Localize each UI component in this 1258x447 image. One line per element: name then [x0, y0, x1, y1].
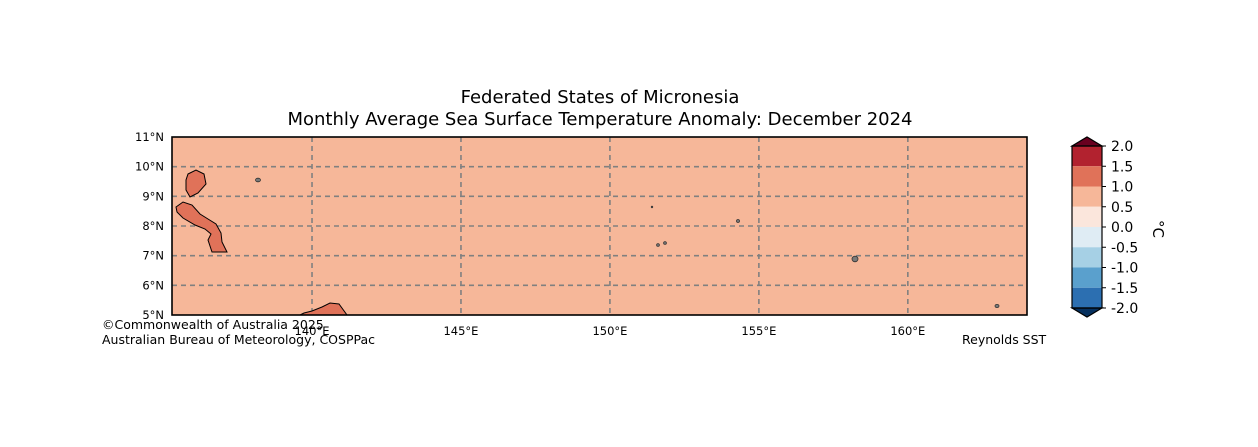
latitude-label: 7°N	[142, 249, 164, 263]
credit-copyright: ©Commonwealth of Australia 2025	[102, 317, 324, 332]
colorbar-bin	[1072, 227, 1102, 248]
colorbar-under-extension	[1069, 307, 1105, 318]
colorbar-over-extension	[1069, 136, 1105, 147]
colorbar-bin	[1072, 206, 1102, 227]
island-pohnpei	[851, 255, 859, 263]
colorbar-tick-label: 0.5	[1111, 200, 1133, 216]
longitude-label: 140°E	[295, 324, 330, 338]
latitude-label: 8°N	[142, 219, 164, 233]
longitude-label: 160°E	[890, 324, 925, 338]
warm-anomaly-patch-south	[299, 302, 348, 316]
colorbar-bin	[1072, 287, 1102, 308]
credit-agency: Australian Bureau of Meteorology, COSPPa…	[102, 332, 375, 347]
island-chuuk-1	[656, 243, 660, 247]
colorbar-tick-label: 1.0	[1111, 180, 1133, 196]
colorbar-unit-label: °C	[1149, 220, 1167, 238]
colorbar-bin	[1072, 166, 1102, 187]
island-east-1	[650, 205, 654, 209]
map-title-line-1: Federated States of Micronesia	[460, 87, 740, 108]
colorbar-tick-label: 2.0	[1111, 139, 1133, 155]
island-chuuk-2	[663, 241, 667, 245]
island-east-2	[736, 219, 740, 223]
land-features	[175, 169, 1000, 316]
colorbar	[1069, 136, 1105, 318]
colorbar-tick-label: -1.0	[1111, 261, 1138, 277]
warm-anomaly-patch-west	[175, 201, 228, 253]
colorbar-tick-label: -0.5	[1111, 240, 1138, 256]
map-title-line-2: Monthly Average Sea Surface Temperature …	[287, 109, 913, 130]
island-ngulu	[255, 177, 261, 183]
latitude-label: 5°N	[142, 308, 164, 322]
latitude-label: 6°N	[142, 278, 164, 292]
graticule	[172, 137, 1027, 315]
longitude-label: 145°E	[443, 324, 478, 338]
warm-anomaly-patch-north	[185, 169, 207, 198]
map-frame	[171, 136, 1028, 316]
colorbar-bin	[1072, 146, 1102, 167]
latitude-label: 9°N	[142, 189, 164, 203]
colorbar-tick-label: 1.5	[1111, 159, 1133, 175]
colorbar-bin	[1072, 267, 1102, 288]
colorbar-tick-labels: 2.0 1.5 1.0 0.5 0.0 -0.5 -1.0 -1.5 -2.0	[1102, 139, 1138, 317]
latitude-labels: 11°N 10°N 9°N 8°N 7°N 6°N 5°N	[135, 130, 164, 322]
credit-dataset: Reynolds SST	[962, 332, 1047, 347]
longitude-labels: 140°E 145°E 150°E 155°E 160°E	[295, 324, 926, 338]
colorbar-tick-label: -1.5	[1111, 281, 1138, 297]
island-kosrae	[994, 303, 1000, 308]
colorbar-bin	[1072, 247, 1102, 268]
colorbar-bin	[1072, 186, 1102, 207]
latitude-label: 11°N	[135, 130, 164, 144]
longitude-label: 150°E	[592, 324, 627, 338]
latitude-label: 10°N	[135, 160, 164, 174]
colorbar-tick-label: 0.0	[1111, 220, 1133, 236]
colorbar-tick-label: -2.0	[1111, 301, 1138, 317]
longitude-label: 155°E	[741, 324, 776, 338]
